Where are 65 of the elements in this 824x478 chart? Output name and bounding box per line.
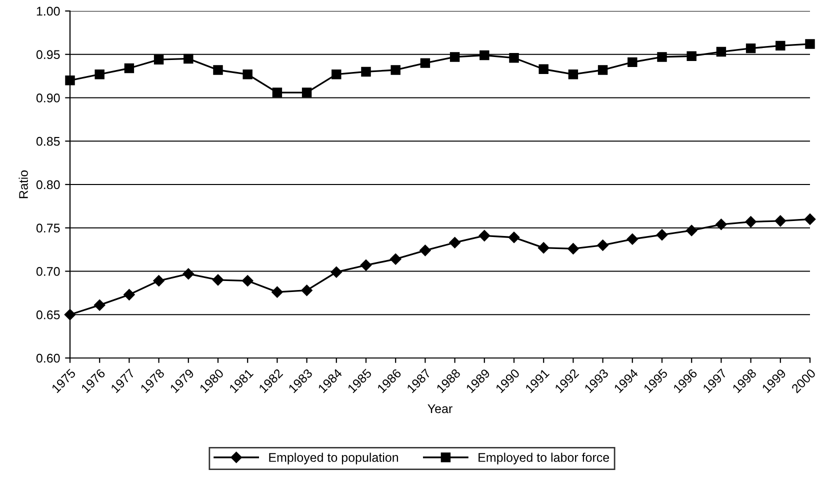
point [568, 69, 578, 80]
point [64, 309, 76, 320]
point [509, 52, 519, 63]
point [330, 266, 342, 278]
point [538, 242, 550, 254]
y-tick-label: 0.70 [36, 267, 60, 276]
point [538, 64, 548, 74]
point [597, 240, 608, 251]
point [390, 65, 400, 75]
y-axis-title: Ratio [18, 170, 28, 198]
point [805, 39, 815, 49]
point [656, 229, 668, 240]
point [154, 54, 164, 64]
point [212, 274, 224, 286]
point [776, 40, 786, 51]
x-axis-title: Year [428, 404, 452, 414]
point [302, 88, 312, 98]
point [390, 254, 402, 265]
point [184, 54, 194, 64]
point [480, 50, 490, 60]
point [804, 214, 816, 225]
point [774, 215, 786, 227]
point [213, 65, 223, 75]
y-tick-label: 0.65 [36, 310, 60, 320]
point [746, 43, 756, 54]
point [182, 268, 194, 280]
point [272, 286, 283, 298]
point [272, 88, 282, 98]
point [153, 275, 164, 286]
point [598, 65, 608, 75]
point [242, 275, 254, 286]
point [420, 244, 431, 256]
point [508, 232, 520, 244]
point [360, 260, 372, 271]
y-tick-label: 0.90 [36, 94, 60, 102]
point [420, 58, 430, 68]
y-tick-label: 1.00 [36, 6, 60, 16]
point [686, 51, 696, 61]
point [332, 69, 342, 80]
point [568, 243, 579, 254]
point [65, 76, 75, 86]
point [478, 230, 490, 242]
point [716, 46, 726, 57]
point [94, 299, 106, 311]
point [361, 66, 371, 77]
y-tick-label: 0.95 [36, 50, 60, 60]
y-tick-label: 0.60 [36, 354, 60, 363]
y-tick-label: 0.80 [36, 180, 60, 190]
point [450, 52, 460, 62]
y-tick-label: 0.85 [36, 136, 60, 146]
y-tick-label: 0.75 [36, 224, 60, 233]
point [745, 216, 756, 228]
point [686, 224, 698, 236]
legend-label: Employed to labor force [478, 452, 610, 464]
point [301, 284, 312, 296]
point [94, 69, 104, 80]
point [124, 289, 135, 300]
point [657, 52, 667, 62]
point [449, 237, 460, 248]
point [124, 63, 134, 74]
point [242, 69, 252, 80]
point [716, 218, 727, 230]
legend-label: Employed to population [269, 452, 398, 464]
point [628, 57, 638, 68]
point [626, 234, 638, 245]
